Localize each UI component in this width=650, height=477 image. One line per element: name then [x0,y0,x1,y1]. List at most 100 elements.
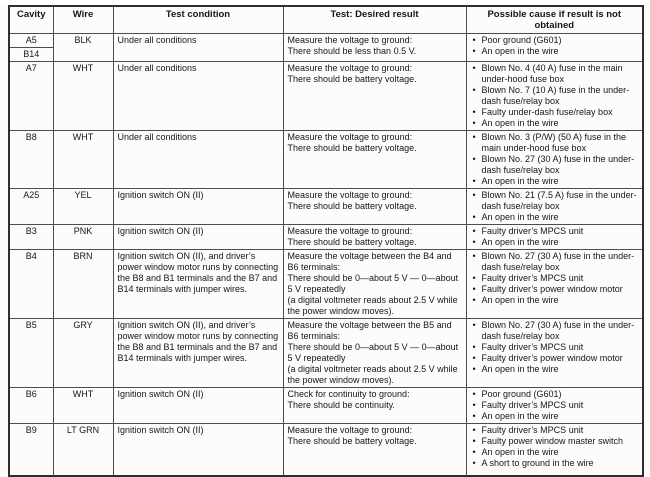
wire-cell: WHT [52,60,114,131]
cause-item: An open in the wire [471,176,640,187]
cause-item: A short to ground in the wire [471,458,640,469]
header-cavity: Cavity [8,5,54,34]
cause-item: Faulty driver’s power window motor [471,284,640,295]
cause-item: Faulty driver’s MPCS unit [471,342,640,353]
cause-item: An open in the wire [471,447,640,458]
cause-item: An open in the wire [471,118,640,129]
cause-item: Faulty power window master switch [471,436,640,447]
condition-cell: Ignition switch ON (II) [112,187,284,225]
cause-item: Faulty driver’s MPCS unit [471,226,640,237]
condition-cell: Ignition switch ON (II) [112,386,284,424]
condition-cell: Under all conditions [112,32,284,62]
wire-cell: GRY [52,317,114,388]
causes-cell: Blown No. 21 (7.5 A) fuse in the under-d… [465,187,644,225]
scanned-manual-page: Cavity Wire Test condition Test: Desired… [0,5,650,477]
cavity-value: B5 [25,319,37,330]
cause-item: Blown No. 4 (40 A) fuse in the main unde… [471,63,640,85]
causes-cell: Poor ground (G601) An open in the wire [465,32,644,62]
cause-item: Poor ground (G601) [471,389,640,400]
header-desired-result: Test: Desired result [282,5,467,34]
cause-item: Faulty driver’s MPCS unit [471,400,640,411]
condition-cell: Ignition switch ON (II) [112,223,284,250]
table-row-a25: A25 YEL Ignition switch ON (II) Measure … [8,187,644,225]
cavity-cell: B3 [8,223,54,250]
result-cell: Measure the voltage to ground: There sho… [282,422,467,477]
causes-cell: Blown No. 3 (P/W) (50 A) fuse in the mai… [465,129,644,189]
cavity-value: B3 [25,225,37,236]
cause-item: Blown No. 21 (7.5 A) fuse in the under-d… [471,190,640,212]
cause-item: An open in the wire [471,411,640,422]
cavity-value: B6 [25,388,37,399]
table-row-b3: B3 PNK Ignition switch ON (II) Measure t… [8,223,644,250]
cavity-value: B14 [23,48,40,59]
cavity-cell: B5 [8,317,54,388]
cavity-value: A25 [23,189,40,200]
cause-item: Faulty driver’s MPCS unit [471,425,640,436]
result-cell: Measure the voltage to ground: There sho… [282,60,467,131]
table-row-b4: B4 BRN Ignition switch ON (II), and driv… [8,248,644,319]
result-cell: Measure the voltage to ground: There sho… [282,32,467,62]
table-row-b6: B6 WHT Ignition switch ON (II) Check for… [8,386,644,424]
causes-cell: Poor ground (G601) Faulty driver’s MPCS … [465,386,644,424]
wire-cell: YEL [52,187,114,225]
wire-cell: LT GRN [52,422,114,477]
cavity-value: B8 [25,131,37,142]
cavity-value: A5 [10,34,53,48]
cavity-cell: A5 B14 [8,32,54,62]
table-row-b9: B9 LT GRN Ignition switch ON (II) Measur… [8,422,644,477]
condition-cell: Under all conditions [112,129,284,189]
cavity-cell: B6 [8,386,54,424]
cause-item: Poor ground (G601) [471,35,640,46]
cavity-cell: B4 [8,248,54,319]
header-wire: Wire [52,5,114,34]
table-row-b8: B8 WHT Under all conditions Measure the … [8,129,644,189]
table-row-a5-b14: A5 B14 BLK Under all conditions Measure … [8,32,644,62]
condition-cell: Ignition switch ON (II), and driver’s po… [112,317,284,388]
cavity-value: B4 [25,250,37,261]
cause-item: An open in the wire [471,212,640,223]
cavity-cell: B8 [8,129,54,189]
wire-cell: WHT [52,386,114,424]
cause-item: An open in the wire [471,364,640,375]
causes-cell: Blown No. 4 (40 A) fuse in the main unde… [465,60,644,131]
condition-cell: Ignition switch ON (II) [112,422,284,477]
cavity-cell: A25 [8,187,54,225]
cause-item: Blown No. 27 (30 A) fuse in the under-da… [471,154,640,176]
cause-item: Blown No. 3 (P/W) (50 A) fuse in the mai… [471,132,640,154]
troubleshooting-table: Cavity Wire Test condition Test: Desired… [8,5,644,477]
cause-item: Blown No. 27 (30 A) fuse in the under-da… [471,320,640,342]
cavity-cell: B9 [8,422,54,477]
wire-cell: PNK [52,223,114,250]
header-possible-cause: Possible cause if result is not obtained [465,5,644,34]
cause-item: An open in the wire [471,295,640,306]
wire-cell: BLK [52,32,114,62]
result-cell: Measure the voltage to ground: There sho… [282,223,467,250]
causes-cell: Blown No. 27 (30 A) fuse in the under-da… [465,317,644,388]
causes-cell: Blown No. 27 (30 A) fuse in the under-da… [465,248,644,319]
header-test-condition: Test condition [112,5,284,34]
result-cell: Measure the voltage to ground: There sho… [282,187,467,225]
causes-cell: Faulty driver’s MPCS unit An open in the… [465,223,644,250]
cause-item: Faulty driver’s power window motor [471,353,640,364]
result-cell: Measure the voltage to ground: There sho… [282,129,467,189]
result-cell: Measure the voltage between the B5 and B… [282,317,467,388]
condition-cell: Ignition switch ON (II), and driver’s po… [112,248,284,319]
result-cell: Check for continuity to ground: There sh… [282,386,467,424]
cause-item: Faulty driver’s MPCS unit [471,273,640,284]
wire-cell: WHT [52,129,114,189]
table-row-b5: B5 GRY Ignition switch ON (II), and driv… [8,317,644,388]
cause-item: An open in the wire [471,237,640,248]
result-cell: Measure the voltage between the B4 and B… [282,248,467,319]
cavity-cell: A7 [8,60,54,131]
wire-cell: BRN [52,248,114,319]
header-row: Cavity Wire Test condition Test: Desired… [8,5,644,34]
cavity-value: B9 [25,424,37,435]
cause-item: Blown No. 27 (30 A) fuse in the under-da… [471,251,640,273]
cause-item: Blown No. 7 (10 A) fuse in the under-das… [471,85,640,107]
cause-item: Faulty under-dash fuse/relay box [471,107,640,118]
cause-item: An open in the wire [471,46,640,57]
cavity-value: A7 [25,62,37,73]
condition-cell: Under all conditions [112,60,284,131]
causes-cell: Faulty driver’s MPCS unit Faulty power w… [465,422,644,477]
table-row-a7: A7 WHT Under all conditions Measure the … [8,60,644,131]
